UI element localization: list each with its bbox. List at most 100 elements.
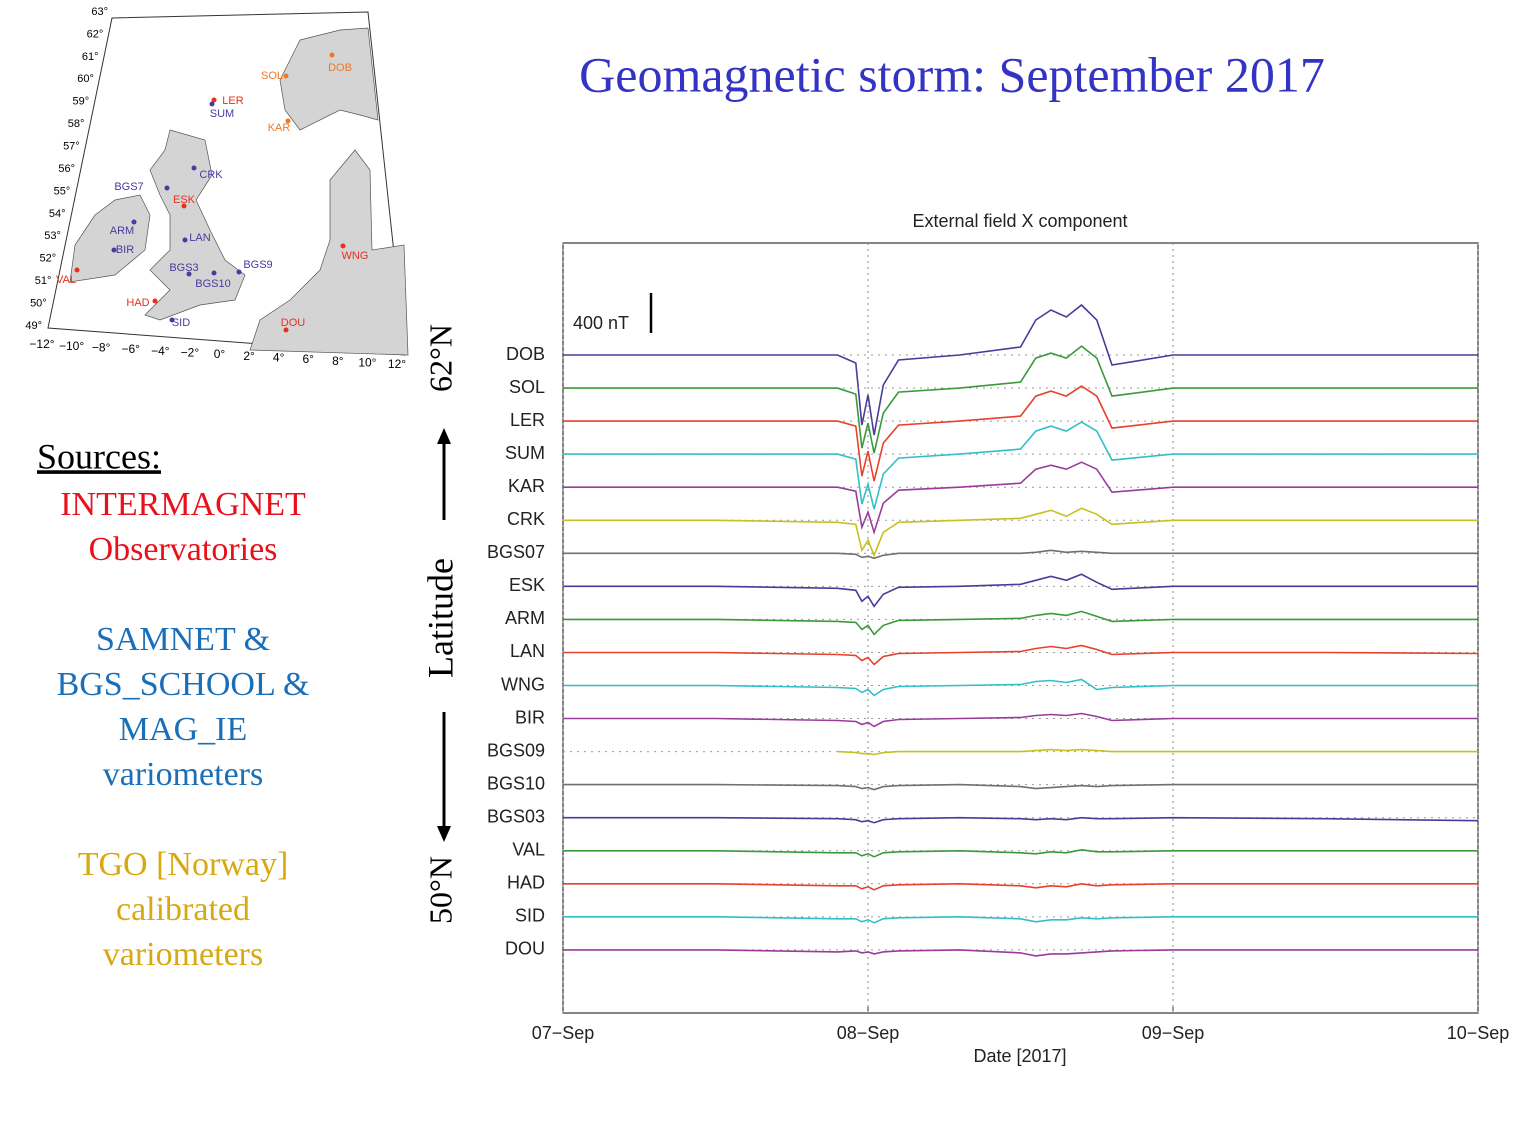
series-label: ARM [505,608,545,628]
source-line: calibrated [116,891,250,928]
source-line: SAMNET & [96,621,270,658]
series-label: HAD [507,873,545,893]
lat-label: 51° [35,275,52,287]
series-line [563,848,1478,858]
source-line: BGS_SCHOOL & [57,666,310,703]
lat-label: 63° [91,6,108,18]
latitude-bottom: 50°N [422,856,458,924]
series-line [837,748,1478,756]
series-label: BGS09 [487,740,545,760]
station-label: KAR [268,122,291,134]
station-dot [74,267,80,273]
station-label: BGS10 [195,278,230,290]
series-label: VAL [512,840,545,860]
slide-title: Geomagnetic storm: September 2017 [579,46,1325,102]
series-label: LER [510,410,545,430]
lat-label: 52° [40,253,57,265]
station-dot [164,185,170,191]
series-label: CRK [507,509,545,529]
source-line: TGO [Norway] [78,846,289,883]
lon-label: −2° [181,346,200,360]
lon-label: −4° [151,344,170,358]
lat-label: 57° [63,140,80,152]
lat-label: 50° [30,297,47,309]
station-dot [169,317,175,323]
land-continent [249,149,409,356]
series-line [563,712,1478,728]
lon-label: 2° [243,349,255,363]
series-label: LAN [510,641,545,661]
scale-bar-label: 400 nT [573,313,629,333]
series-line [563,915,1478,924]
latitude-axis: 62°N Latitude 50°N [420,324,460,924]
lon-label: 10° [358,356,376,370]
series-line [563,610,1478,636]
lat-label: 62° [87,28,104,40]
x-tick-label: 08−Sep [837,1023,900,1043]
source-line: variometers [103,756,264,793]
station-label: ESK [173,194,196,206]
series-line [563,573,1478,608]
series-line [563,949,1478,957]
source-line: INTERMAGNET [60,486,306,523]
series-label: SID [515,906,545,926]
station-dot [131,219,137,225]
station-label: DOU [281,317,306,329]
series-line [563,816,1479,824]
source-line: MAG_IE [119,711,247,748]
latitude-label: Latitude [420,558,460,678]
station-dot [182,237,188,243]
lon-label: 0° [214,347,226,361]
lat-label: 60° [77,73,94,85]
series-label: DOU [505,939,545,959]
lat-label: 49° [25,320,42,332]
station-dot [152,298,158,304]
series-label: SOL [509,377,545,397]
station-dot [236,269,242,275]
station-label: CRK [199,169,223,181]
series-label: DOB [506,344,545,364]
lat-label: 54° [49,208,66,220]
station-dot [329,52,335,58]
station-label: DOB [328,62,352,74]
arrow-head [437,428,451,444]
x-tick-label: 10−Sep [1447,1023,1510,1043]
series-label: KAR [508,476,545,496]
station-label: HAD [126,297,149,309]
lat-label: 53° [44,230,61,242]
lat-label: 59° [73,96,90,108]
chart-title: External field X component [912,211,1127,231]
series-line [563,385,1478,482]
lat-label: 61° [82,51,99,63]
x-axis-label: Date [2017] [973,1046,1066,1066]
land-norway [279,27,379,131]
series-line [563,303,1478,436]
station-dot [186,271,192,277]
station-label: BGS7 [114,181,143,193]
station-dot [285,118,291,124]
station-label: SOL [261,70,283,82]
station-label: ARM [110,225,134,237]
lon-label: 6° [303,352,315,366]
station-dot [111,247,117,253]
plot-frame [562,242,1479,1014]
lon-label: 12° [388,357,406,371]
series-line [563,507,1478,558]
series-label: WNG [501,674,545,694]
station-dot [191,165,197,171]
lon-label: −10° [59,339,84,353]
station-label: SID [172,317,190,329]
station-dot [209,101,215,107]
land-ireland [69,194,151,283]
latitude-top: 62°N [422,324,458,392]
source-line: Observatories [89,531,278,568]
station-label: WNG [342,250,369,262]
station-label: VAL [56,274,76,286]
x-tick-label: 07−Sep [532,1023,595,1043]
station-dot [340,243,346,249]
series-line [563,678,1478,697]
lat-label: 55° [54,185,71,197]
lon-label: 4° [273,351,285,365]
arrow-head [437,826,451,842]
